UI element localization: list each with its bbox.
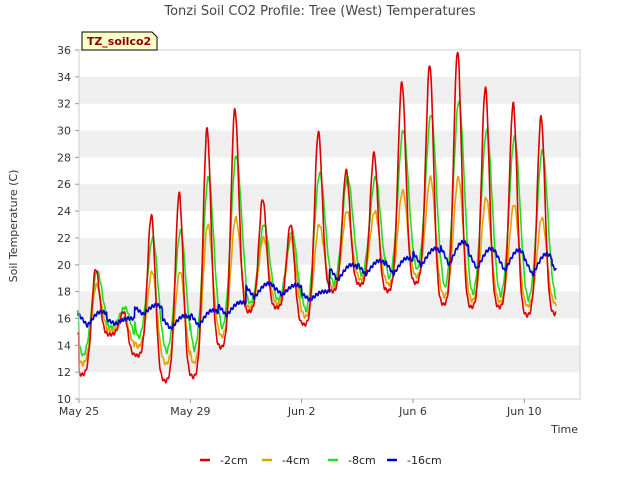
y-tick-label: 32: [57, 98, 71, 111]
y-tick-label: 28: [57, 151, 71, 164]
y-tick-label: 12: [57, 366, 71, 379]
site-badge-label: TZ_soilco2: [87, 35, 151, 48]
series-line-2cm: [76, 51, 557, 384]
y-tick-label: 14: [57, 339, 71, 352]
chart-title: Tonzi Soil CO2 Profile: Tree (West) Temp…: [163, 4, 476, 19]
y-tick-label: 22: [57, 232, 71, 245]
x-tick-label: Jun 10: [506, 405, 542, 418]
y-axis: 10 12 14 16 18 20 22 24 26 28 30 32 34 36: [57, 44, 79, 406]
x-axis: May 25 May 29 Jun 2 Jun 6 Jun 10: [59, 399, 542, 418]
site-badge: TZ_soilco2: [81, 31, 158, 51]
x-tick-label: Jun 2: [287, 405, 316, 418]
grid-band: [79, 345, 580, 373]
x-axis-title: Time: [550, 423, 578, 436]
grid-band: [79, 76, 580, 104]
series-layer: [76, 51, 558, 384]
grid-band: [79, 130, 580, 158]
y-tick-label: 18: [57, 286, 71, 299]
y-tick-label: 34: [57, 71, 71, 84]
y-tick-label: 10: [57, 393, 71, 406]
x-tick-label: May 29: [170, 405, 210, 418]
grid-band: [79, 184, 580, 212]
grid-bands: [79, 76, 580, 373]
legend: -2cm -4cm -8cm -16cm: [200, 454, 442, 467]
y-tick-label: 24: [57, 205, 71, 218]
y-axis-title: Soil Temperature (C): [7, 170, 20, 283]
legend-label: -16cm: [407, 454, 442, 467]
series-line-16cm: [76, 239, 558, 331]
y-tick-label: 20: [57, 259, 71, 272]
y-tick-label: 30: [57, 125, 71, 138]
y-tick-label: 26: [57, 178, 71, 191]
legend-label: -4cm: [282, 454, 310, 467]
y-tick-label: 16: [57, 312, 71, 325]
series-line-8cm: [76, 100, 557, 357]
x-tick-label: Jun 6: [398, 405, 427, 418]
y-tick-label: 36: [57, 44, 71, 57]
legend-label: -8cm: [348, 454, 376, 467]
legend-label: -2cm: [220, 454, 248, 467]
plot-frame: [78, 49, 581, 400]
x-tick-label: May 25: [59, 405, 99, 418]
